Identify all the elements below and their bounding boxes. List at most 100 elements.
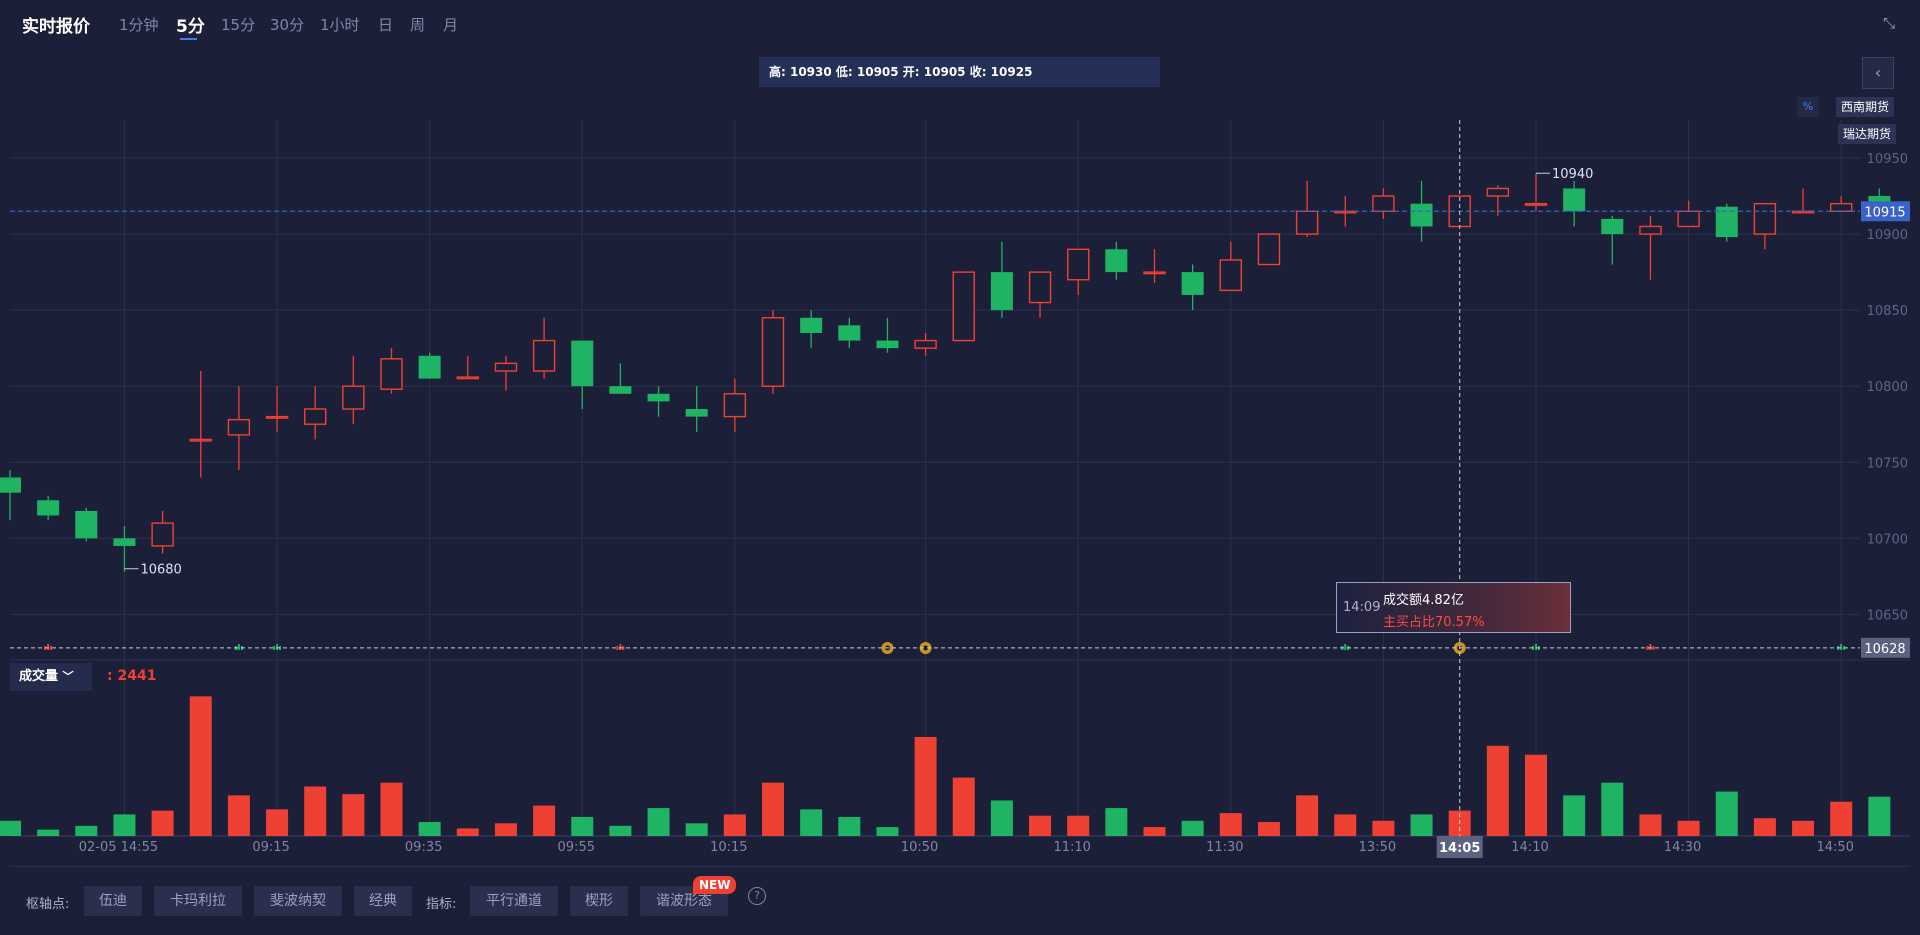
candle-body bbox=[75, 510, 98, 539]
volume-bar bbox=[990, 800, 1013, 836]
candle bbox=[1753, 202, 1777, 250]
x-tick-label: 14:10 bbox=[1511, 840, 1548, 855]
candle bbox=[1105, 241, 1128, 280]
pivot-camarilla-button[interactable]: 卡玛利拉 bbox=[154, 886, 242, 916]
signal-marker bbox=[919, 642, 932, 654]
indicator-wedge-button[interactable]: 楔形 bbox=[570, 886, 628, 916]
candle-body bbox=[914, 339, 937, 349]
candle-body bbox=[1066, 248, 1090, 281]
candle-body bbox=[685, 409, 708, 417]
pivot-woodie-button[interactable]: 伍迪 bbox=[84, 886, 142, 916]
x-axis-labels: 02-05 14:55 09:15 09:35 09:55 10:15 10:50 11:1… bbox=[79, 840, 1854, 855]
volume-bar bbox=[0, 820, 21, 836]
chart-overlay: 10680 10940 10915 10628 14:05 bbox=[10, 120, 1910, 858]
period-tab-1hour[interactable]: 1小时 bbox=[320, 16, 360, 34]
period-tab-month[interactable]: 月 bbox=[443, 16, 459, 34]
crosshair-time-label: 14:05 bbox=[1439, 841, 1480, 856]
volume-bar bbox=[533, 805, 556, 836]
pivot-label: 枢轴点: bbox=[26, 897, 70, 912]
volume-bar bbox=[227, 795, 250, 836]
candle bbox=[75, 507, 98, 542]
candle-body bbox=[1257, 233, 1281, 266]
candle-body bbox=[1143, 271, 1166, 275]
pivot-fibonacci-button[interactable]: 斐波纳契 bbox=[254, 886, 342, 916]
chevron-down-icon: ﹀ bbox=[62, 670, 74, 683]
volume-bar bbox=[647, 808, 670, 836]
volume-bar bbox=[1486, 745, 1509, 836]
broker-label-1[interactable]: 西南期货 bbox=[1836, 97, 1895, 117]
shrink-arrows-icon[interactable]: ⤡ bbox=[1882, 14, 1895, 32]
volume-bar bbox=[1181, 820, 1204, 836]
chevron-left-icon[interactable]: ‹ bbox=[1862, 57, 1894, 89]
volume-bar bbox=[609, 825, 632, 836]
candle bbox=[1143, 249, 1166, 283]
x-tick-label: 10:15 bbox=[710, 840, 747, 855]
volume-bar bbox=[1105, 808, 1128, 836]
indicator-parallel-channel-button[interactable]: 平行通道 bbox=[470, 886, 558, 916]
current-price-tag bbox=[1861, 201, 1910, 222]
candle-body bbox=[37, 500, 60, 516]
candle bbox=[1334, 196, 1357, 227]
volume-bar bbox=[1792, 820, 1815, 836]
signal-marker-bar bbox=[237, 644, 240, 650]
candle-body bbox=[800, 317, 823, 333]
candle bbox=[761, 310, 785, 394]
indicator-label: 指标: bbox=[426, 897, 457, 912]
volume-bar bbox=[380, 782, 403, 836]
volume-bar bbox=[1601, 782, 1624, 836]
crosshair-price-label: 10628 bbox=[1864, 642, 1905, 657]
candle-body bbox=[1181, 272, 1204, 295]
x-tick-label: 09:35 bbox=[405, 840, 442, 855]
period-tab-1min[interactable]: 1分钟 bbox=[119, 16, 159, 34]
period-tab-15min[interactable]: 15分 bbox=[221, 16, 256, 34]
period-tab-day[interactable]: 日 bbox=[378, 16, 394, 34]
x-tick-label: 11:30 bbox=[1206, 840, 1243, 855]
candle bbox=[571, 340, 594, 410]
price-annotation: 10680 bbox=[140, 563, 181, 578]
volume-bar bbox=[494, 823, 517, 836]
candle bbox=[151, 510, 174, 554]
volume-bar bbox=[189, 696, 212, 836]
question-circle-icon[interactable]: ? bbox=[748, 887, 766, 905]
candle-body bbox=[1524, 202, 1548, 206]
volume-value: : 2441 bbox=[107, 668, 157, 684]
current-price-label: 10915 bbox=[1864, 205, 1905, 220]
period-tab-30min[interactable]: 30分 bbox=[270, 16, 305, 34]
candle bbox=[1028, 271, 1052, 318]
candle bbox=[342, 355, 365, 425]
candle bbox=[609, 363, 632, 394]
signal-marker-bar bbox=[1652, 646, 1655, 650]
candle-body bbox=[494, 362, 518, 372]
y-tick-label: 10700 bbox=[1867, 532, 1908, 547]
volume-bar bbox=[1029, 815, 1052, 836]
volume-bar bbox=[1334, 814, 1357, 836]
period-tab-week[interactable]: 周 bbox=[410, 16, 426, 34]
crosshair-price-tag bbox=[1861, 637, 1910, 658]
candle bbox=[838, 317, 861, 349]
volume-bar bbox=[762, 782, 784, 836]
candle-body bbox=[304, 408, 327, 425]
volume-bar bbox=[1525, 754, 1547, 836]
toolbar-divider bbox=[10, 866, 1910, 867]
signal-marker bbox=[616, 644, 625, 650]
tooltip-time: 14:09 bbox=[1343, 600, 1381, 615]
candle-body bbox=[227, 418, 251, 436]
percent-toggle-button[interactable]: % bbox=[1797, 97, 1819, 117]
candle bbox=[800, 310, 823, 349]
x-tick-label: 09:15 bbox=[252, 840, 289, 855]
price-annotation: 10940 bbox=[1552, 167, 1593, 182]
y-tick-label: 10800 bbox=[1867, 380, 1908, 395]
volume-bar bbox=[304, 786, 327, 836]
signal-marker-bar bbox=[273, 646, 276, 650]
candle bbox=[1791, 188, 1815, 214]
candle bbox=[456, 355, 479, 380]
period-tab-5min[interactable]: 5分 bbox=[176, 17, 205, 37]
candle-series bbox=[0, 173, 1891, 572]
volume-indicator-dropdown[interactable]: 成交量 ﹀ bbox=[10, 663, 92, 691]
signal-marker-bar bbox=[47, 644, 50, 650]
candle-body bbox=[342, 385, 365, 410]
broker-label-2[interactable]: 瑞达期货 bbox=[1838, 124, 1897, 144]
candle bbox=[227, 386, 251, 470]
pivot-classic-button[interactable]: 经典 bbox=[354, 886, 412, 916]
